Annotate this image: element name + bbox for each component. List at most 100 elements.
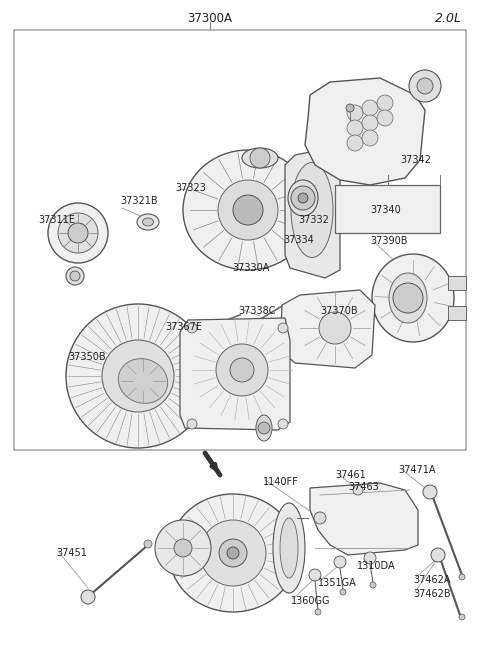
Circle shape — [216, 344, 268, 396]
Circle shape — [227, 547, 239, 559]
Text: 37334: 37334 — [283, 235, 314, 245]
Ellipse shape — [288, 180, 318, 216]
Circle shape — [102, 340, 174, 412]
Text: 37323: 37323 — [175, 183, 206, 193]
Text: 37332: 37332 — [298, 215, 329, 225]
Ellipse shape — [183, 150, 313, 270]
Text: 37390B: 37390B — [370, 236, 408, 246]
Circle shape — [393, 283, 423, 313]
Polygon shape — [285, 148, 340, 278]
Text: 37311E: 37311E — [38, 215, 75, 225]
Circle shape — [200, 520, 266, 586]
Circle shape — [184, 330, 194, 340]
Circle shape — [364, 552, 376, 564]
Circle shape — [340, 589, 346, 595]
Polygon shape — [280, 290, 375, 368]
Ellipse shape — [372, 254, 454, 342]
Text: 37462B: 37462B — [413, 589, 451, 599]
Circle shape — [377, 95, 393, 111]
Circle shape — [298, 193, 308, 203]
Circle shape — [278, 419, 288, 429]
Ellipse shape — [242, 148, 278, 168]
Circle shape — [370, 582, 376, 588]
Text: 37342: 37342 — [400, 155, 431, 165]
Ellipse shape — [143, 218, 154, 226]
Text: 37330A: 37330A — [232, 263, 269, 273]
Text: 1310DA: 1310DA — [357, 561, 396, 571]
Ellipse shape — [291, 162, 333, 257]
Circle shape — [278, 323, 288, 333]
Circle shape — [48, 203, 108, 263]
Circle shape — [309, 569, 321, 581]
Ellipse shape — [256, 415, 272, 441]
Text: 37451: 37451 — [56, 548, 87, 558]
Circle shape — [362, 115, 378, 131]
Circle shape — [81, 590, 95, 604]
Circle shape — [459, 614, 465, 620]
Circle shape — [347, 105, 363, 121]
Text: 37463: 37463 — [348, 482, 379, 492]
Ellipse shape — [137, 214, 159, 230]
Ellipse shape — [389, 273, 427, 323]
Text: 2.0L: 2.0L — [435, 12, 462, 25]
Text: 37350B: 37350B — [68, 352, 106, 362]
Circle shape — [417, 78, 433, 94]
Text: 37338C: 37338C — [238, 306, 276, 316]
Bar — [448, 306, 466, 320]
Circle shape — [66, 304, 210, 448]
Circle shape — [250, 148, 270, 168]
Circle shape — [347, 120, 363, 136]
Circle shape — [362, 100, 378, 116]
Circle shape — [70, 271, 80, 281]
Circle shape — [377, 110, 393, 126]
Text: 37370B: 37370B — [320, 306, 358, 316]
Circle shape — [362, 130, 378, 146]
Circle shape — [233, 195, 263, 225]
Text: 1360GG: 1360GG — [291, 596, 331, 606]
Ellipse shape — [273, 503, 305, 593]
Circle shape — [66, 267, 84, 285]
Bar — [335, 185, 440, 233]
Polygon shape — [180, 318, 290, 430]
Circle shape — [315, 609, 321, 615]
Text: 37321B: 37321B — [120, 196, 157, 206]
Circle shape — [291, 186, 315, 210]
Circle shape — [187, 323, 197, 333]
Text: 1351GA: 1351GA — [318, 578, 357, 588]
Bar — [448, 276, 466, 290]
Circle shape — [334, 556, 346, 568]
Circle shape — [353, 485, 363, 495]
Text: 37367E: 37367E — [165, 322, 202, 332]
Circle shape — [319, 312, 351, 344]
Text: 37340: 37340 — [370, 205, 401, 215]
Circle shape — [58, 213, 98, 253]
Circle shape — [431, 548, 445, 562]
Circle shape — [346, 104, 354, 112]
Circle shape — [174, 539, 192, 557]
Circle shape — [68, 223, 88, 243]
Text: 37462A: 37462A — [413, 575, 451, 585]
Circle shape — [246, 321, 256, 331]
Text: 1140FF: 1140FF — [263, 477, 299, 487]
Circle shape — [409, 70, 441, 102]
Text: 37471A: 37471A — [398, 465, 435, 475]
Ellipse shape — [169, 494, 297, 612]
Circle shape — [347, 135, 363, 151]
Circle shape — [219, 539, 247, 567]
Bar — [14, 30, 466, 450]
Circle shape — [155, 520, 211, 576]
Circle shape — [423, 485, 437, 499]
Ellipse shape — [280, 518, 298, 578]
Circle shape — [218, 180, 278, 240]
Circle shape — [230, 358, 254, 382]
Polygon shape — [305, 78, 425, 185]
Circle shape — [314, 512, 326, 524]
Circle shape — [459, 574, 465, 580]
Text: 37300A: 37300A — [188, 12, 232, 25]
Circle shape — [187, 419, 197, 429]
Ellipse shape — [119, 359, 168, 403]
Circle shape — [144, 540, 152, 548]
Polygon shape — [310, 483, 418, 555]
Text: 37461: 37461 — [335, 470, 366, 480]
Circle shape — [258, 422, 270, 434]
